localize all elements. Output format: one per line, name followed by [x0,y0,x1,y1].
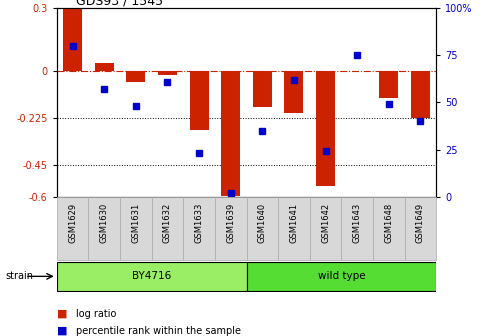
Text: strain: strain [5,271,33,281]
FancyBboxPatch shape [57,262,246,291]
FancyBboxPatch shape [88,197,120,260]
Bar [284,71,304,113]
Text: GSM1630: GSM1630 [100,203,108,243]
Text: log ratio: log ratio [76,309,117,319]
Text: GSM1649: GSM1649 [416,203,425,243]
Text: GSM1641: GSM1641 [289,203,298,243]
FancyBboxPatch shape [341,197,373,260]
Text: GSM1633: GSM1633 [195,203,204,243]
Text: GSM1632: GSM1632 [163,203,172,243]
Text: GSM1642: GSM1642 [321,203,330,243]
Bar [253,71,272,107]
FancyBboxPatch shape [246,197,278,260]
Bar [126,71,145,82]
Text: GSM1631: GSM1631 [131,203,141,243]
Bar [95,63,113,71]
FancyBboxPatch shape [215,197,246,260]
FancyBboxPatch shape [405,197,436,260]
Bar [189,71,209,130]
Text: GDS93 / 1545: GDS93 / 1545 [76,0,163,7]
Text: ■: ■ [57,326,67,336]
Text: wild type: wild type [317,271,365,281]
FancyBboxPatch shape [246,262,436,291]
FancyBboxPatch shape [57,197,88,260]
Text: GSM1643: GSM1643 [352,203,362,243]
FancyBboxPatch shape [373,197,405,260]
FancyBboxPatch shape [183,197,215,260]
Text: BY4716: BY4716 [132,271,171,281]
FancyBboxPatch shape [120,197,152,260]
Bar [411,71,430,118]
Text: ■: ■ [57,309,67,319]
Text: GSM1629: GSM1629 [68,203,77,243]
Text: GSM1639: GSM1639 [226,203,235,243]
Text: GSM1648: GSM1648 [385,203,393,243]
Bar [380,71,398,98]
Bar [158,71,177,75]
Bar [221,71,240,196]
FancyBboxPatch shape [152,197,183,260]
Bar [63,9,82,71]
FancyBboxPatch shape [310,197,341,260]
Text: percentile rank within the sample: percentile rank within the sample [76,326,242,336]
Text: GSM1640: GSM1640 [258,203,267,243]
FancyBboxPatch shape [278,197,310,260]
Bar [316,71,335,186]
